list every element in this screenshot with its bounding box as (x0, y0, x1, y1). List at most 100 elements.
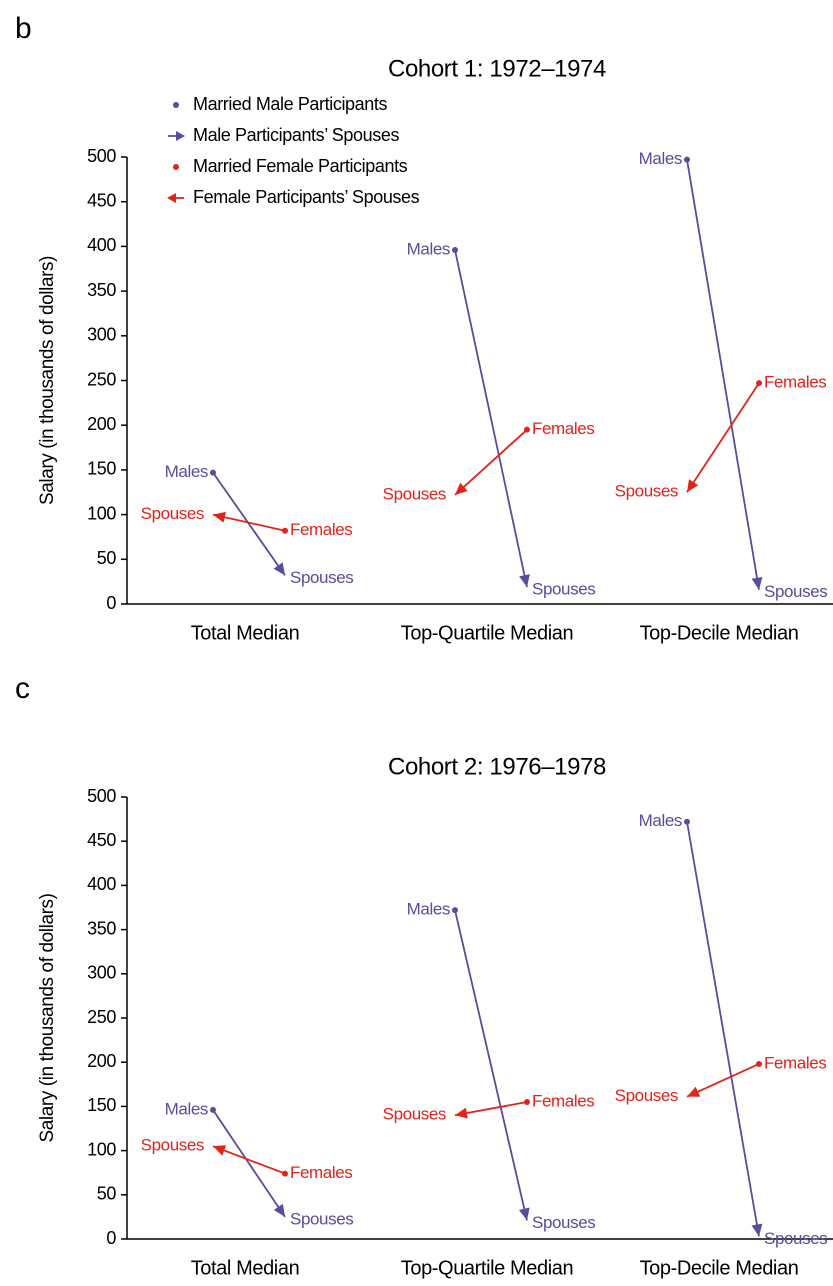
arrow-line (454, 249, 528, 588)
arrow-head (751, 576, 763, 590)
arrow-line (212, 472, 286, 576)
point-label: Spouses (290, 568, 353, 587)
arrow-line (454, 1101, 528, 1117)
x-tick-label: Top-Decile Median (640, 622, 799, 644)
arrow-head (519, 574, 530, 588)
start-dot (684, 156, 690, 163)
chart-panel: b Cohort 1: 1972–1974 Salary (in thousands… (15, 12, 833, 644)
y-tick-label: 250 (87, 1007, 116, 1027)
point-label: Females (764, 1053, 826, 1072)
arrow-line (212, 1109, 286, 1218)
arrow-head (273, 1203, 285, 1217)
chart-title: Cohort 2: 1976–1978 (388, 753, 606, 780)
point-label: Males (165, 462, 208, 481)
y-tick-label: 200 (87, 414, 116, 434)
start-dot (756, 1060, 762, 1067)
point-label: Spouses (141, 504, 204, 523)
start-dot (452, 246, 458, 253)
point-label: Spouses (764, 1229, 827, 1248)
arrow-line (686, 159, 760, 590)
y-tick-label: 450 (87, 830, 116, 850)
point-label: Spouses (290, 1209, 353, 1228)
y-axis-title: Salary (in thousands of dollars) (37, 256, 58, 505)
point-label: Spouses (383, 484, 446, 503)
arrow-head (751, 1223, 763, 1237)
arrow-line (686, 382, 760, 493)
arrow-line (686, 1063, 760, 1098)
arrow-line (212, 513, 286, 532)
point-label: Spouses (615, 482, 678, 501)
legend-dot (173, 102, 179, 108)
y-tick-label: 100 (87, 1139, 116, 1159)
y-tick-label: 450 (87, 190, 116, 210)
y-tick-label: 300 (87, 325, 116, 345)
legend-arrow (176, 131, 185, 141)
arrow-head (213, 1145, 227, 1156)
legend-dot (173, 164, 179, 170)
y-axis-title: Salary (in thousands of dollars) (37, 893, 58, 1142)
point-label: Females (290, 520, 352, 539)
start-dot (524, 1098, 530, 1105)
y-tick-label: 500 (87, 786, 116, 806)
x-tick-label: Total Median (191, 1257, 300, 1279)
arrow-head (273, 562, 285, 576)
start-dot (684, 818, 690, 825)
y-tick-label: 250 (87, 369, 116, 389)
point-label: Males (407, 239, 450, 258)
point-label: Spouses (532, 1213, 595, 1232)
y-tick-label: 150 (87, 1095, 116, 1115)
arrow-head (687, 479, 699, 493)
start-dot (210, 1106, 216, 1113)
start-dot (452, 907, 458, 914)
start-dot (524, 426, 530, 433)
arrow-line (212, 1145, 286, 1175)
y-tick-label: 400 (87, 874, 116, 894)
point-label: Males (639, 811, 682, 830)
start-dot (282, 527, 288, 534)
point-label: Males (407, 900, 450, 919)
arrow-line (454, 909, 528, 1221)
y-tick-label: 0 (106, 1228, 116, 1248)
point-label: Males (639, 149, 682, 168)
point-label: Spouses (764, 582, 827, 601)
chart-title: Cohort 1: 1972–1974 (388, 55, 606, 82)
x-tick-label: Top-Quartile Median (401, 622, 574, 644)
arrow-head (687, 1086, 701, 1097)
legend-label: Married Male Participants (193, 94, 387, 114)
x-tick-label: Top-Decile Median (640, 1257, 799, 1279)
arrow-line (686, 821, 760, 1237)
point-label: Females (532, 1091, 594, 1110)
start-dot (756, 380, 762, 387)
legend-label: Male Participants’ Spouses (193, 125, 399, 145)
point-label: Spouses (615, 1086, 678, 1105)
arrow-head (455, 1107, 468, 1119)
arrow-head (213, 511, 226, 523)
y-tick-label: 0 (106, 593, 116, 613)
point-label: Females (764, 373, 826, 392)
y-tick-label: 300 (87, 963, 116, 983)
y-tick-label: 100 (87, 503, 116, 523)
x-tick-label: Total Median (191, 622, 300, 644)
start-dot (282, 1170, 288, 1177)
chart-panel: c Cohort 2: 1976–1978 Salary (in thousands… (15, 672, 833, 1279)
point-label: Females (532, 419, 594, 438)
y-tick-label: 50 (97, 1184, 117, 1204)
y-tick-label: 350 (87, 280, 116, 300)
legend-label: Female Participants’ Spouses (193, 187, 420, 207)
y-tick-label: 50 (97, 548, 117, 568)
legend-label: Married Female Participants (193, 156, 408, 176)
point-label: Spouses (532, 579, 595, 598)
y-tick-label: 150 (87, 459, 116, 479)
point-label: Spouses (141, 1136, 204, 1155)
y-tick-label: 200 (87, 1051, 116, 1071)
y-tick-label: 400 (87, 235, 116, 255)
x-tick-label: Top-Quartile Median (401, 1257, 574, 1279)
point-label: Males (165, 1099, 208, 1118)
panel-label: b (15, 12, 31, 45)
arrow-line (454, 429, 528, 496)
point-label: Females (290, 1163, 352, 1182)
arrow-head (455, 482, 468, 495)
start-dot (210, 469, 216, 476)
y-tick-label: 500 (87, 146, 116, 166)
